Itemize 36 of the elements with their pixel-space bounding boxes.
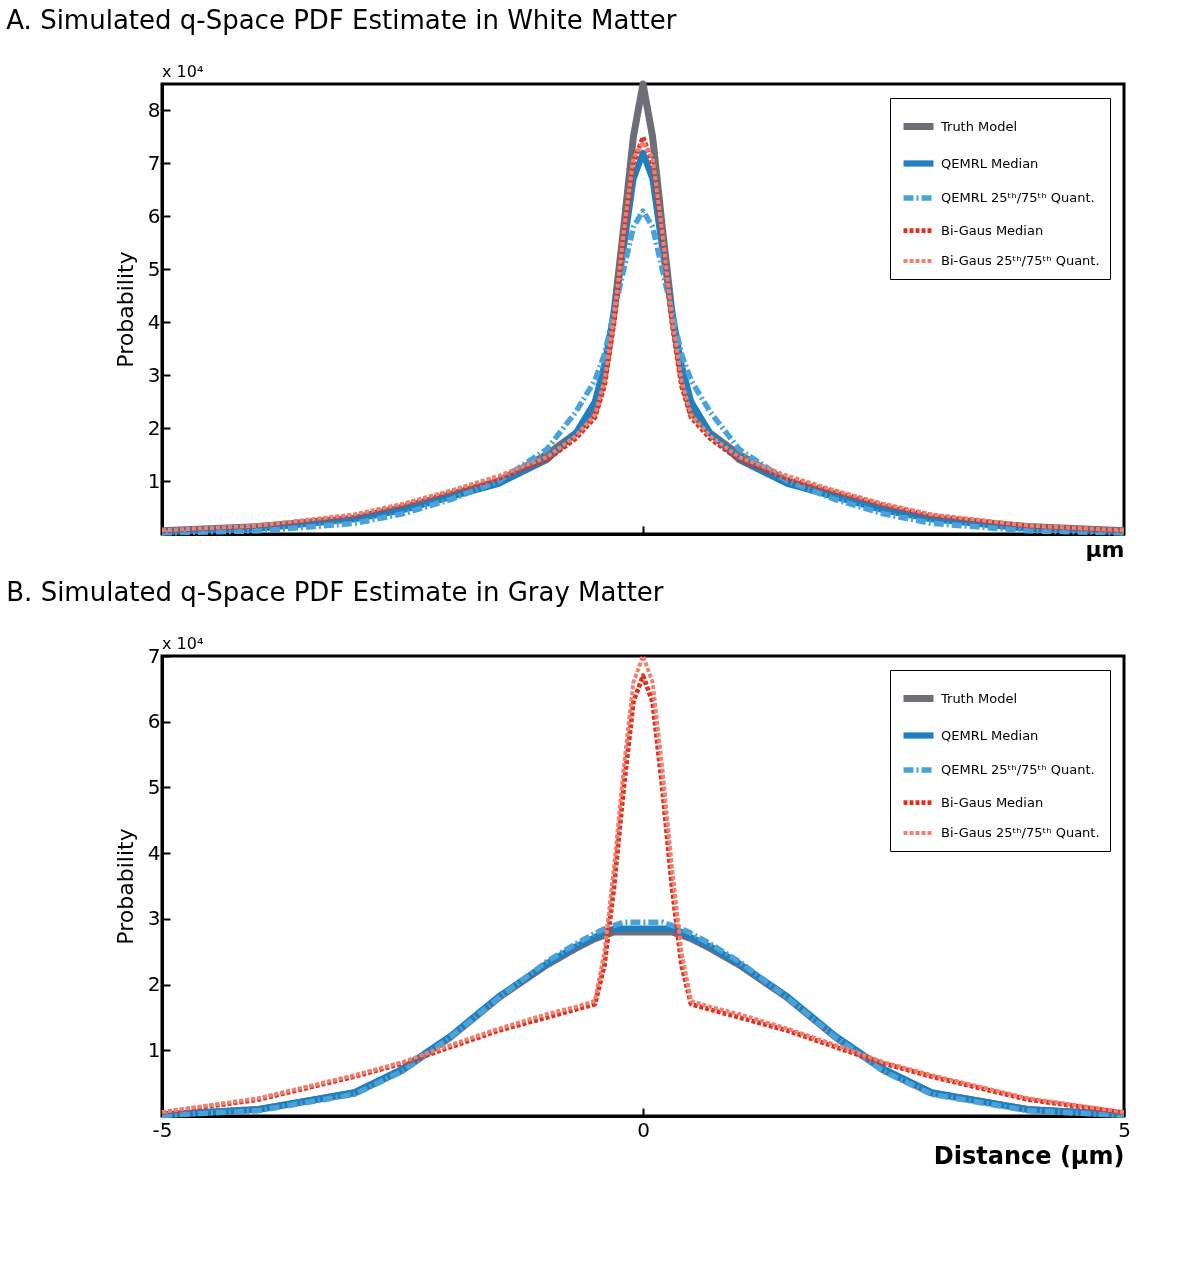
text: x 10⁴ (162, 634, 204, 653)
y-tick-label: 1 (147, 468, 161, 493)
legend-label: QEMRL Median (941, 155, 1039, 171)
legend-label: Truth Model (940, 690, 1018, 706)
y-tick-label: 3 (147, 906, 161, 931)
x-tick-label: -5 (152, 1117, 173, 1142)
legend-label: QEMRL 25ᵗʰ/75ᵗʰ Quant. (941, 762, 1095, 777)
legend-label: Bi-Gaus Median (941, 794, 1044, 810)
legend-label: Bi-Gaus 25ᵗʰ/75ᵗʰ Quant. (941, 253, 1100, 268)
text: x 10⁴ (162, 62, 204, 81)
x-tick-label: 5 (1118, 1117, 1131, 1142)
y-tick-label: 5 (147, 774, 161, 799)
legend-label: QEMRL Median (941, 727, 1039, 743)
y-tick-label: 6 (147, 203, 161, 228)
x-axis-title: μm (1085, 536, 1125, 562)
legend-label: Truth Model (940, 118, 1018, 134)
legend-label: QEMRL 25ᵗʰ/75ᵗʰ Quant. (941, 190, 1095, 205)
y-tick-label: 1 (147, 1037, 161, 1062)
y-tick-label: 6 (147, 709, 161, 734)
y-tick-label: 2 (147, 972, 161, 997)
y-axis-title: Probability (112, 828, 138, 945)
y-tick-label: 8 (147, 97, 161, 122)
y-tick-label: 7 (147, 150, 161, 175)
chart-title: B. Simulated q-Space PDF Estimate in Gray Matter (6, 577, 664, 607)
y-tick-label: 7 (147, 643, 161, 668)
y-tick-label: 4 (147, 840, 161, 865)
y-axis-title: Probability (112, 251, 138, 368)
y-tick-label: 2 (147, 415, 161, 440)
y-tick-label: 3 (147, 362, 161, 387)
y-tick-label: 4 (147, 309, 161, 334)
x-tick-label: 0 (637, 1117, 650, 1142)
legend-label: Bi-Gaus 25ᵗʰ/75ᵗʰ Quant. (941, 825, 1100, 840)
chart-title: A. Simulated q-Space PDF Estimate in White Matter (6, 5, 677, 35)
x-axis-title: Distance (μm) (933, 1141, 1125, 1170)
legend-label: Bi-Gaus Median (941, 222, 1044, 238)
y-tick-label: 5 (147, 256, 161, 281)
